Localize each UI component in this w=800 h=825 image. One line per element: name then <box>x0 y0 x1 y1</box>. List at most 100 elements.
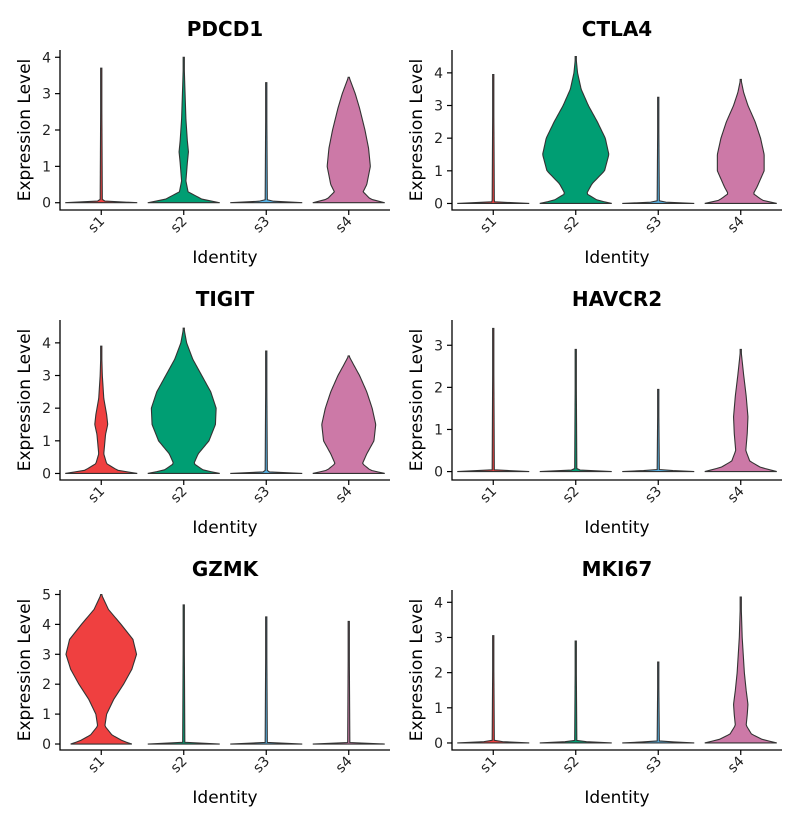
y-tick-label: 2 <box>42 401 51 417</box>
y-tick-label: 0 <box>434 196 443 212</box>
violin-s3 <box>230 350 303 475</box>
x-tick-label-s1: s1 <box>85 754 108 777</box>
violin-s2 <box>539 55 612 205</box>
panel-title: CTLA4 <box>582 17 652 41</box>
x-tick-label-s2: s2 <box>168 484 191 507</box>
y-tick-label: 2 <box>434 380 443 396</box>
violin-s1 <box>65 67 138 204</box>
x-axis-label: Identity <box>584 248 649 268</box>
x-tick-label-s3: s3 <box>250 214 273 237</box>
violin-s2 <box>147 604 220 745</box>
x-tick-label-s2: s2 <box>560 214 583 237</box>
violin-s3 <box>622 661 695 744</box>
y-tick-label: 5 <box>42 587 51 603</box>
panel-tigit: TIGIT 0 1 2 3 4 Expression Level s1 s2 s3 s4 Identi… <box>15 287 390 538</box>
x-tick-label-s4: s4 <box>333 753 356 776</box>
x-axis-label: Identity <box>192 788 257 808</box>
x-tick-label-s2: s2 <box>168 754 191 777</box>
panel-havcr2: HAVCR2 0 1 2 3 Expression Level s1 s2 s3 s4 Identi… <box>407 287 782 538</box>
y-tick-label: 3 <box>434 630 443 646</box>
x-tick-label-s1: s1 <box>477 484 500 507</box>
y-tick-label: 1 <box>434 701 443 717</box>
x-axis-label: Identity <box>584 788 649 808</box>
y-axis-label: Expression Level <box>407 329 427 472</box>
y-tick-label: 3 <box>42 647 51 663</box>
x-tick-label-s4: s4 <box>725 213 748 236</box>
y-tick-label: 1 <box>42 159 51 175</box>
y-tick-label: 0 <box>434 465 443 481</box>
panel-title: PDCD1 <box>187 17 263 41</box>
y-tick-label: 2 <box>434 666 443 682</box>
y-tick-label: 2 <box>42 677 51 693</box>
x-tick-label-s4: s4 <box>333 213 356 236</box>
y-tick-label: 0 <box>42 196 51 212</box>
violin-s1 <box>457 327 530 473</box>
violin-s1 <box>457 73 530 205</box>
x-axis-label: Identity <box>192 248 257 268</box>
y-tick-label: 1 <box>42 707 51 723</box>
x-tick-label-s4: s4 <box>725 753 748 776</box>
axis-lines <box>59 50 390 211</box>
x-tick-label-s4: s4 <box>725 483 748 506</box>
y-tick-label: 2 <box>434 131 443 147</box>
violin-s3 <box>230 616 303 745</box>
violin-s4 <box>312 620 385 745</box>
y-tick-label: 4 <box>42 336 51 352</box>
violin-s1 <box>65 593 138 745</box>
panel-title: TIGIT <box>196 287 255 311</box>
x-axis-label: Identity <box>584 518 649 538</box>
y-tick-label: 0 <box>434 736 443 752</box>
panel-mki67: MKI67 0 1 2 3 4 Expression Level s1 s2 s3 s4 Identi… <box>407 557 782 808</box>
axis-lines <box>59 590 390 751</box>
violin-s4 <box>704 596 777 744</box>
x-tick-label-s1: s1 <box>85 214 108 237</box>
panel-gzmk: GZMK 0 1 2 3 4 5 Expression Level s1 s2 s3 s4 Identi… <box>15 557 390 808</box>
violin-s2 <box>147 56 220 204</box>
x-tick-label-s3: s3 <box>250 754 273 777</box>
x-tick-label-s1: s1 <box>85 484 108 507</box>
axis-lines <box>451 320 782 481</box>
y-tick-label: 1 <box>434 422 443 438</box>
y-tick-label: 4 <box>42 617 51 633</box>
axis-lines <box>451 50 782 211</box>
violin-s1 <box>65 345 138 475</box>
x-tick-label-s3: s3 <box>642 754 665 777</box>
x-axis-label: Identity <box>192 518 257 538</box>
y-tick-label: 3 <box>42 369 51 385</box>
x-tick-label-s2: s2 <box>168 214 191 237</box>
panel-pdcd1: PDCD1 0 1 2 3 4 Expression Level s1 s2 s3 s4 Identi… <box>15 17 390 268</box>
violin-s3 <box>622 96 695 205</box>
violin-s4 <box>312 76 385 204</box>
x-tick-label-s4: s4 <box>333 483 356 506</box>
y-tick-label: 1 <box>434 164 443 180</box>
x-tick-label-s3: s3 <box>642 214 665 237</box>
y-tick-label: 0 <box>42 466 51 482</box>
y-axis-label: Expression Level <box>15 59 35 202</box>
violin-s3 <box>230 82 303 204</box>
y-tick-label: 4 <box>434 66 443 82</box>
y-tick-label: 3 <box>434 338 443 354</box>
violin-s1 <box>457 635 530 744</box>
y-axis-label: Expression Level <box>15 329 35 472</box>
y-tick-label: 3 <box>434 99 443 115</box>
y-tick-label: 4 <box>42 50 51 66</box>
panel-title: GZMK <box>192 557 260 581</box>
axis-lines <box>451 590 782 751</box>
violin-s3 <box>622 388 695 473</box>
y-axis-label: Expression Level <box>407 599 427 742</box>
violin-s4 <box>704 348 777 473</box>
x-tick-label-s2: s2 <box>560 754 583 777</box>
x-tick-label-s1: s1 <box>477 214 500 237</box>
y-tick-label: 1 <box>42 434 51 450</box>
axis-lines <box>59 320 390 481</box>
violin-s2 <box>147 327 220 475</box>
violin-s2 <box>539 640 612 744</box>
y-tick-label: 2 <box>42 123 51 139</box>
x-tick-label-s1: s1 <box>477 754 500 777</box>
panel-title: MKI67 <box>582 557 653 581</box>
violin-s2 <box>539 348 612 473</box>
violin-s4 <box>312 355 385 475</box>
x-tick-label-s3: s3 <box>250 484 273 507</box>
panel-title: HAVCR2 <box>572 287 662 311</box>
